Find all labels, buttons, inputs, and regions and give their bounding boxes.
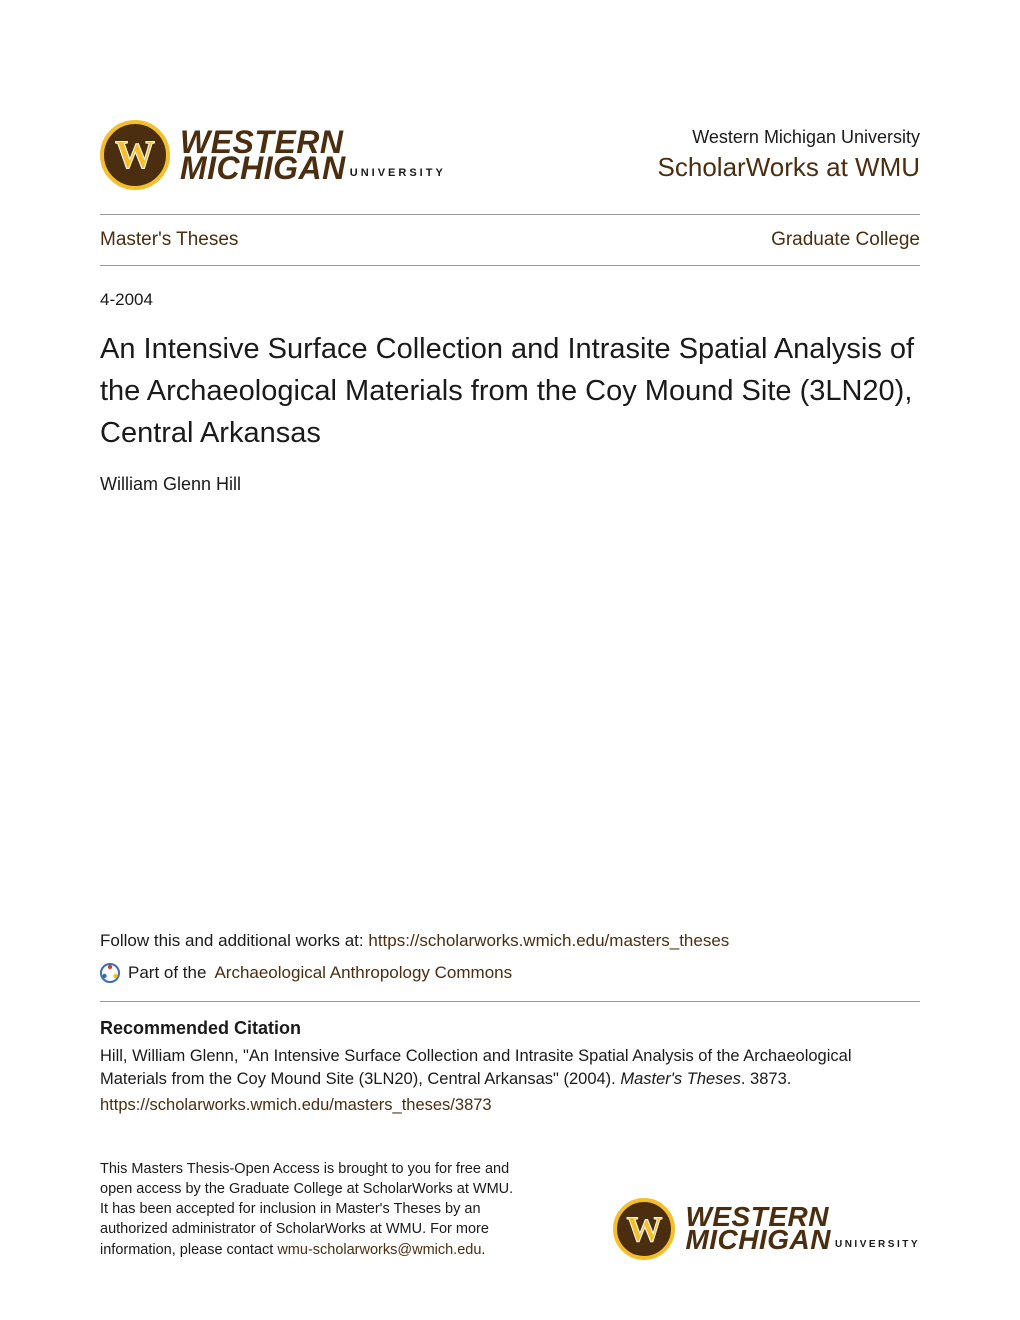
citation-series: Master's Theses	[620, 1070, 741, 1088]
header-row: W WESTERN MICHIGAN UNIVERSITY Western Mi…	[100, 120, 920, 190]
vertical-spacer	[100, 495, 920, 931]
logo-line2-footer: MICHIGAN	[685, 1229, 831, 1252]
partof-row: Part of the Archaeological Anthropology …	[100, 963, 920, 983]
commons-link[interactable]: Archaeological Anthropology Commons	[214, 963, 512, 983]
network-icon	[100, 963, 120, 983]
logo-line2: MICHIGAN	[180, 155, 346, 181]
institution-name: Western Michigan University	[658, 127, 920, 148]
access-statement: This Masters Thesis-Open Access is broug…	[100, 1159, 520, 1260]
logo-sub: UNIVERSITY	[350, 169, 446, 178]
recommended-citation-heading: Recommended Citation	[100, 1018, 920, 1039]
logo-letter-footer: W	[626, 1211, 662, 1247]
wmu-logo-footer: W WESTERN MICHIGAN UNIVERSITY	[613, 1198, 920, 1260]
contact-email-link[interactable]: wmu-scholarworks@wmich.edu	[277, 1242, 481, 1258]
header-right: Western Michigan University ScholarWorks…	[658, 127, 920, 183]
page-container: W WESTERN MICHIGAN UNIVERSITY Western Mi…	[100, 120, 920, 1260]
logo-wordmark: WESTERN MICHIGAN UNIVERSITY	[180, 129, 446, 181]
citation-suffix: . 3873.	[741, 1070, 791, 1088]
follow-url-link[interactable]: https://scholarworks.wmich.edu/masters_t…	[368, 931, 729, 950]
collection-link[interactable]: Master's Theses	[100, 229, 238, 251]
footer-row: This Masters Thesis-Open Access is broug…	[100, 1159, 920, 1260]
rule-citation	[100, 1001, 920, 1002]
partof-prefix: Part of the	[128, 963, 206, 983]
repository-name[interactable]: ScholarWorks at WMU	[658, 152, 920, 183]
logo-medallion: W	[100, 120, 170, 190]
breadcrumb-row: Master's Theses Graduate College	[100, 215, 920, 265]
citation-text: Hill, William Glenn, "An Intensive Surfa…	[100, 1045, 920, 1091]
document-title: An Intensive Surface Collection and Intr…	[100, 328, 920, 454]
logo-medallion-footer: W	[613, 1198, 675, 1260]
logo-sub-footer: UNIVERSITY	[835, 1241, 920, 1249]
wmu-logo: W WESTERN MICHIGAN UNIVERSITY	[100, 120, 446, 190]
citation-url-link[interactable]: https://scholarworks.wmich.edu/masters_t…	[100, 1096, 492, 1114]
citation-url[interactable]: https://scholarworks.wmich.edu/masters_t…	[100, 1096, 920, 1115]
logo-letter: W	[115, 135, 155, 175]
parent-link[interactable]: Graduate College	[771, 229, 920, 251]
rule-bottom	[100, 265, 920, 266]
footer-suffix: .	[481, 1242, 485, 1258]
publication-date: 4-2004	[100, 290, 920, 310]
follow-line: Follow this and additional works at: htt…	[100, 931, 920, 951]
author-name: William Glenn Hill	[100, 474, 920, 495]
follow-prefix: Follow this and additional works at:	[100, 931, 368, 950]
logo-wordmark-footer: WESTERN MICHIGAN UNIVERSITY	[685, 1206, 920, 1252]
